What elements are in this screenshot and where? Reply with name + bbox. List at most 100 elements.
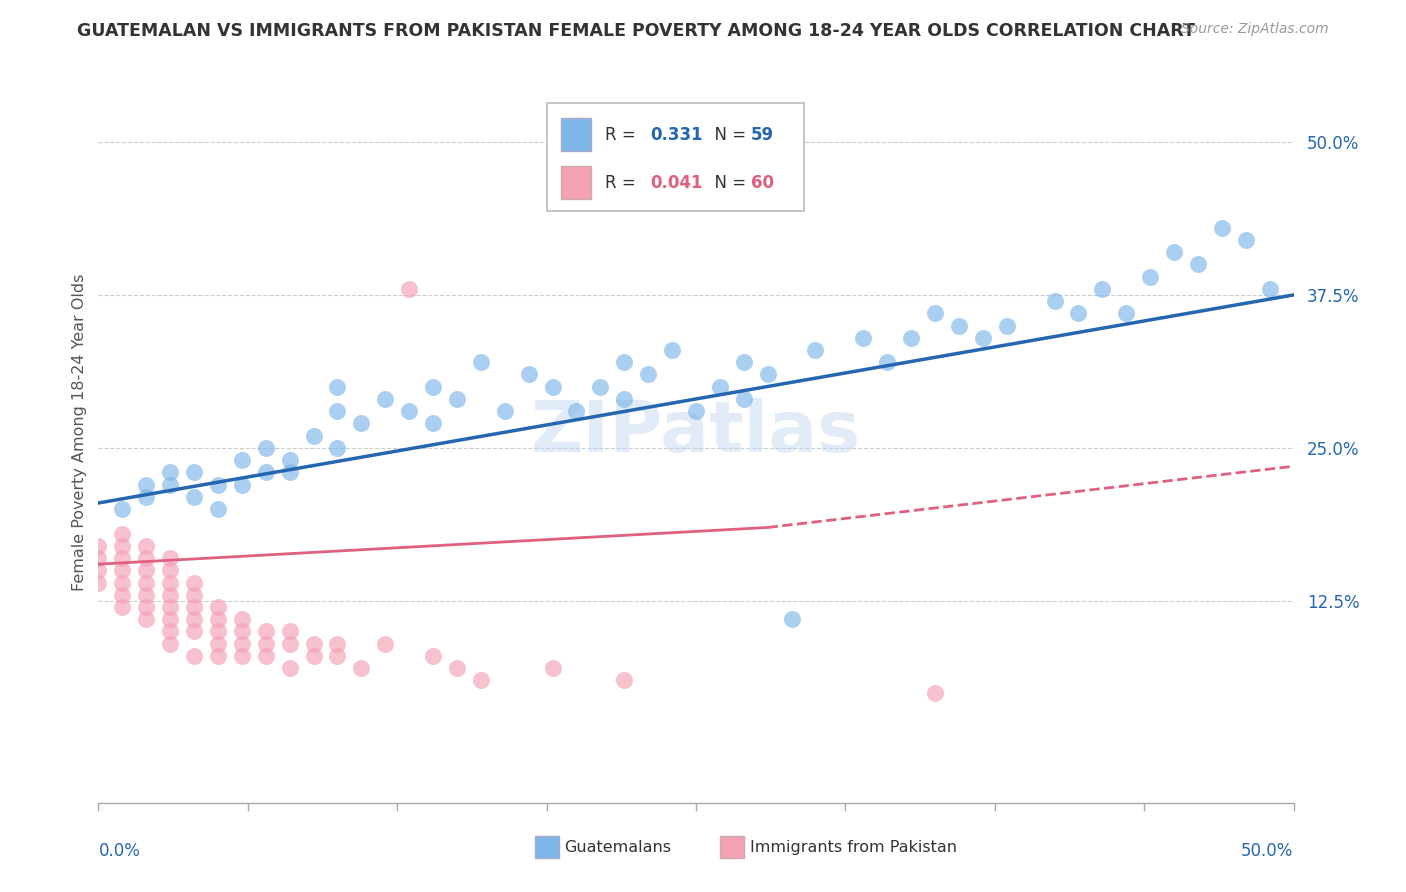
Point: [422, 380, 444, 394]
Point: [374, 637, 396, 651]
Point: [207, 624, 229, 639]
Point: [111, 539, 134, 553]
Point: [183, 466, 205, 480]
Point: [876, 355, 898, 369]
Point: [159, 466, 181, 480]
Point: [1187, 257, 1209, 271]
Point: [111, 551, 134, 566]
Point: [135, 539, 157, 553]
Bar: [561, 166, 591, 200]
Point: [254, 466, 277, 480]
Point: [87, 563, 110, 577]
Point: [159, 551, 181, 566]
Text: Source: ZipAtlas.com: Source: ZipAtlas.com: [1181, 22, 1329, 37]
Point: [278, 637, 301, 651]
Point: [326, 441, 349, 455]
Point: [637, 368, 659, 382]
Point: [231, 453, 253, 467]
Point: [780, 612, 803, 626]
Point: [326, 380, 349, 394]
Point: [924, 306, 946, 320]
Point: [517, 368, 540, 382]
Point: [254, 637, 277, 651]
Point: [207, 502, 229, 516]
Point: [159, 575, 181, 590]
Point: [231, 648, 253, 663]
Point: [183, 490, 205, 504]
Point: [135, 490, 157, 504]
Text: 60: 60: [751, 174, 773, 192]
Point: [661, 343, 683, 357]
Point: [159, 612, 181, 626]
Point: [1139, 269, 1161, 284]
Point: [159, 477, 181, 491]
Point: [231, 477, 253, 491]
Point: [494, 404, 516, 418]
Point: [135, 563, 157, 577]
Point: [446, 661, 468, 675]
Point: [231, 612, 253, 626]
Point: [1211, 220, 1233, 235]
Point: [254, 624, 277, 639]
Point: [565, 404, 588, 418]
Point: [111, 502, 134, 516]
Point: [111, 526, 134, 541]
Point: [207, 599, 229, 614]
Point: [135, 588, 157, 602]
Point: [111, 575, 134, 590]
Text: 0.041: 0.041: [651, 174, 703, 192]
Point: [231, 624, 253, 639]
Point: [326, 648, 349, 663]
Text: R =: R =: [605, 174, 641, 192]
Point: [302, 648, 325, 663]
Point: [87, 539, 110, 553]
Point: [231, 637, 253, 651]
Point: [159, 563, 181, 577]
Bar: [561, 118, 591, 152]
Point: [1234, 233, 1257, 247]
Point: [541, 380, 564, 394]
Text: Guatemalans: Guatemalans: [565, 839, 672, 855]
Point: [1043, 294, 1066, 309]
Point: [207, 637, 229, 651]
Point: [804, 343, 827, 357]
Point: [589, 380, 612, 394]
Point: [159, 624, 181, 639]
Text: GUATEMALAN VS IMMIGRANTS FROM PAKISTAN FEMALE POVERTY AMONG 18-24 YEAR OLDS CORR: GUATEMALAN VS IMMIGRANTS FROM PAKISTAN F…: [77, 22, 1195, 40]
Point: [374, 392, 396, 406]
Point: [135, 477, 157, 491]
Point: [924, 686, 946, 700]
Point: [207, 648, 229, 663]
Point: [135, 612, 157, 626]
Point: [1091, 282, 1114, 296]
Point: [733, 392, 755, 406]
Point: [350, 417, 373, 431]
Text: Immigrants from Pakistan: Immigrants from Pakistan: [749, 839, 956, 855]
Point: [207, 612, 229, 626]
Point: [1163, 245, 1185, 260]
Point: [159, 637, 181, 651]
Point: [995, 318, 1018, 333]
Point: [398, 282, 420, 296]
Point: [948, 318, 970, 333]
Point: [278, 661, 301, 675]
Bar: [720, 836, 744, 858]
FancyBboxPatch shape: [547, 103, 804, 211]
Point: [613, 673, 636, 688]
Point: [135, 575, 157, 590]
Point: [111, 563, 134, 577]
Point: [422, 417, 444, 431]
Point: [87, 551, 110, 566]
Point: [135, 599, 157, 614]
Point: [302, 637, 325, 651]
Point: [613, 392, 636, 406]
Point: [254, 648, 277, 663]
Point: [87, 575, 110, 590]
Point: [183, 648, 205, 663]
Point: [135, 551, 157, 566]
Point: [326, 404, 349, 418]
Point: [278, 466, 301, 480]
Point: [446, 392, 468, 406]
Point: [183, 624, 205, 639]
Point: [111, 588, 134, 602]
